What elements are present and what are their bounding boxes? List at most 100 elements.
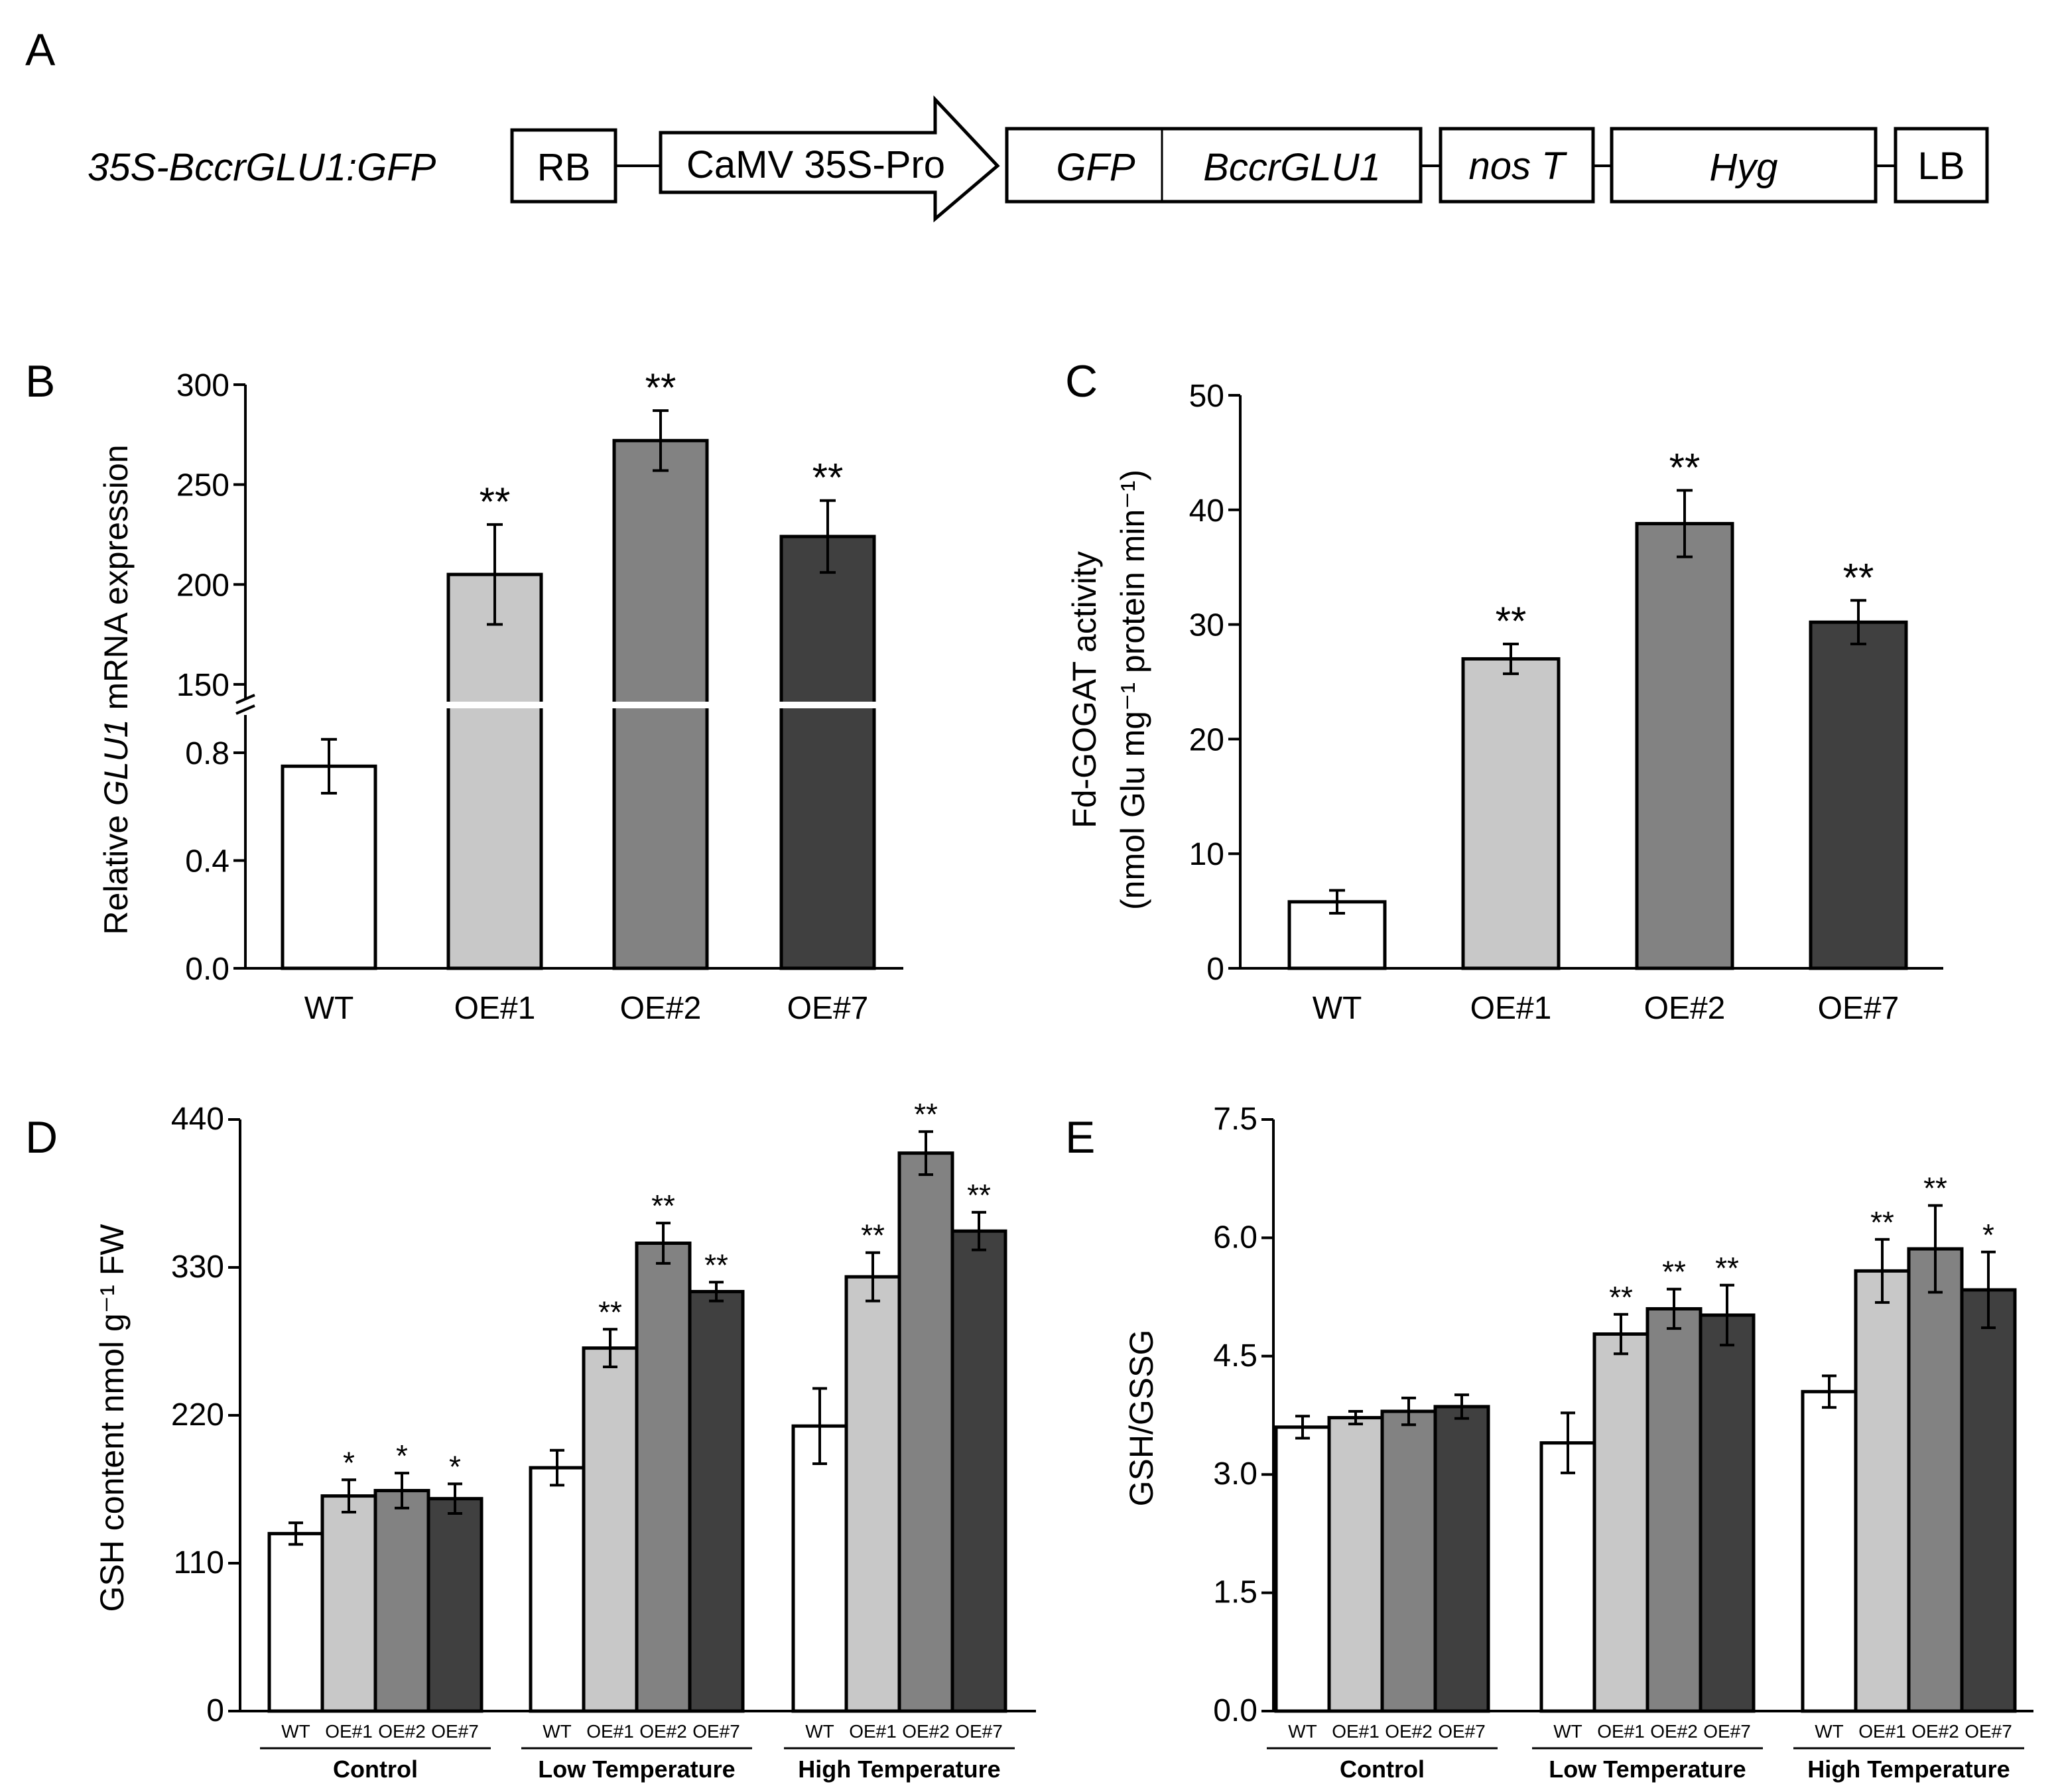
panel-b-letter: B [25, 356, 55, 407]
bar-WT [791, 1424, 848, 1713]
x-tick-label: OE#7 [1438, 1721, 1486, 1742]
bar-WT [267, 1531, 324, 1713]
lb-box [1894, 127, 1989, 204]
y-tick-label: 4.5 [1213, 1338, 1257, 1374]
x-tick-label: OE#1 [586, 1721, 634, 1742]
significance-mark: ** [1870, 1205, 1894, 1240]
x-tick-label: OE#2 [1911, 1721, 1959, 1742]
group-label: Low Temperature [1549, 1756, 1746, 1783]
promoter-label: CaMV 35S-Pro [686, 143, 945, 186]
construct-label: 35S-BccrGLU1:GFP [88, 146, 436, 189]
bar-OE#2 [373, 1489, 430, 1713]
y-tick-label: 110 [173, 1545, 224, 1580]
significance-mark: ** [1923, 1171, 1947, 1206]
nos-t-label: nos T [1468, 145, 1567, 188]
panel-c-ylabel-line2: (nmol Glu mg⁻¹ protein min⁻¹) [1114, 470, 1151, 910]
panel-c-ylabel-line1: Fd-GOGAT activity [1066, 551, 1103, 828]
y-tick-label: 150 [176, 668, 229, 703]
gene-label: BccrGLU1 [1203, 146, 1381, 189]
x-tick-label: OE#1 [849, 1721, 897, 1742]
bar-break-gap [779, 702, 876, 708]
x-tick-label: WT [543, 1721, 572, 1742]
x-tick-label: OE#2 [378, 1721, 426, 1742]
bar-break-gap [446, 702, 543, 708]
axis-break-mark [235, 694, 255, 704]
bar-OE#1 [582, 1346, 639, 1713]
hyg-box [1610, 127, 1878, 204]
bar-OE#7 [950, 1229, 1007, 1713]
x-tick-label: OE#1 [1858, 1721, 1906, 1742]
gfp-label: GFP [1056, 146, 1135, 189]
promoter-arrow [659, 95, 1000, 223]
bar-OE#1 [320, 1494, 377, 1713]
bar-OE#7 [426, 1497, 483, 1713]
significance-mark: * [396, 1439, 408, 1473]
panel-a: A 35S-BccrGLU1:GFP RB CaMV 35S-Pro GFP B… [25, 25, 1989, 223]
x-tick-label: OE#2 [639, 1721, 687, 1742]
x-tick-label: WT [304, 991, 354, 1026]
significance-mark: ** [1669, 445, 1701, 489]
significance-mark: ** [1496, 599, 1527, 643]
x-tick-label: OE#7 [1703, 1721, 1751, 1742]
y-tick-label: 250 [176, 468, 229, 503]
bar-OE#2 [1635, 522, 1734, 970]
hyg-label: Hyg [1709, 146, 1777, 189]
rb-label: RB [537, 146, 591, 189]
significance-mark: ** [480, 480, 511, 524]
y-tick-label: 50 [1189, 379, 1224, 414]
significance-mark: ** [651, 1188, 675, 1223]
y-tick-label: 40 [1189, 493, 1224, 529]
x-tick-label: OE#2 [1644, 991, 1726, 1026]
significance-mark: ** [598, 1295, 622, 1329]
x-tick-label: OE#2 [1385, 1721, 1433, 1742]
x-tick-label: OE#7 [955, 1721, 1003, 1742]
y-tick-label: 0 [206, 1693, 224, 1728]
group-label: Control [1340, 1756, 1425, 1783]
bar-OE#7 [1960, 1288, 2017, 1713]
bar-OE#7 [688, 1289, 745, 1713]
significance-mark: * [343, 1445, 355, 1480]
bar-OE#2 [1645, 1307, 1703, 1713]
bar-WT [1801, 1389, 1858, 1713]
group-label: High Temperature [798, 1756, 1000, 1783]
significance-mark: ** [645, 365, 676, 410]
panel-b-ylabel: Relative GLU1 mRNA expression [97, 444, 135, 934]
x-tick-label: WT [281, 1721, 310, 1742]
y-tick-label: 20 [1189, 722, 1224, 757]
group-label: Control [333, 1756, 418, 1783]
bar-OE#1 [1592, 1332, 1649, 1713]
y-tick-label: 0 [1206, 952, 1224, 987]
lb-label: LB [1918, 145, 1965, 188]
significance-mark: ** [1843, 555, 1874, 600]
panel-d-ylabel: GSH content nmol g⁻¹ FW [94, 1224, 131, 1612]
y-tick-label: 0.0 [185, 952, 229, 987]
panel-e-ylabel: GSH/GSSG [1123, 1330, 1160, 1507]
x-tick-label: OE#1 [1470, 991, 1552, 1026]
y-tick-label: 220 [171, 1397, 224, 1433]
axis-break-mark [235, 704, 255, 715]
x-tick-label: WT [1553, 1721, 1582, 1742]
x-tick-label: OE#7 [787, 991, 869, 1026]
x-tick-label: OE#7 [431, 1721, 479, 1742]
y-tick-label: 30 [1189, 608, 1224, 643]
bar-OE#2 [1907, 1247, 1964, 1713]
y-tick-label: 6.0 [1213, 1220, 1257, 1255]
gfp-gene-box [1005, 127, 1423, 204]
bar-WT [281, 764, 377, 970]
y-tick-label: 200 [176, 568, 229, 603]
y-tick-label: 0.8 [185, 736, 229, 771]
panel-c: C Fd-GOGAT activity (nmol Glu mg⁻¹ prote… [1065, 356, 1943, 1026]
significance-mark: * [449, 1449, 461, 1484]
bar-OE#2 [897, 1151, 954, 1713]
bar-OE#1 [446, 572, 543, 970]
bar-OE#2 [1380, 1409, 1437, 1713]
y-tick-label: 0.0 [1213, 1693, 1257, 1728]
x-tick-label: OE#7 [1964, 1721, 2012, 1742]
nos-t-box [1439, 127, 1595, 204]
bar-WT [529, 1466, 586, 1713]
panel-c-letter: C [1065, 356, 1098, 407]
x-tick-label: OE#2 [1650, 1721, 1698, 1742]
y-tick-label: 1.5 [1213, 1575, 1257, 1610]
bar-OE#1 [1461, 657, 1561, 970]
